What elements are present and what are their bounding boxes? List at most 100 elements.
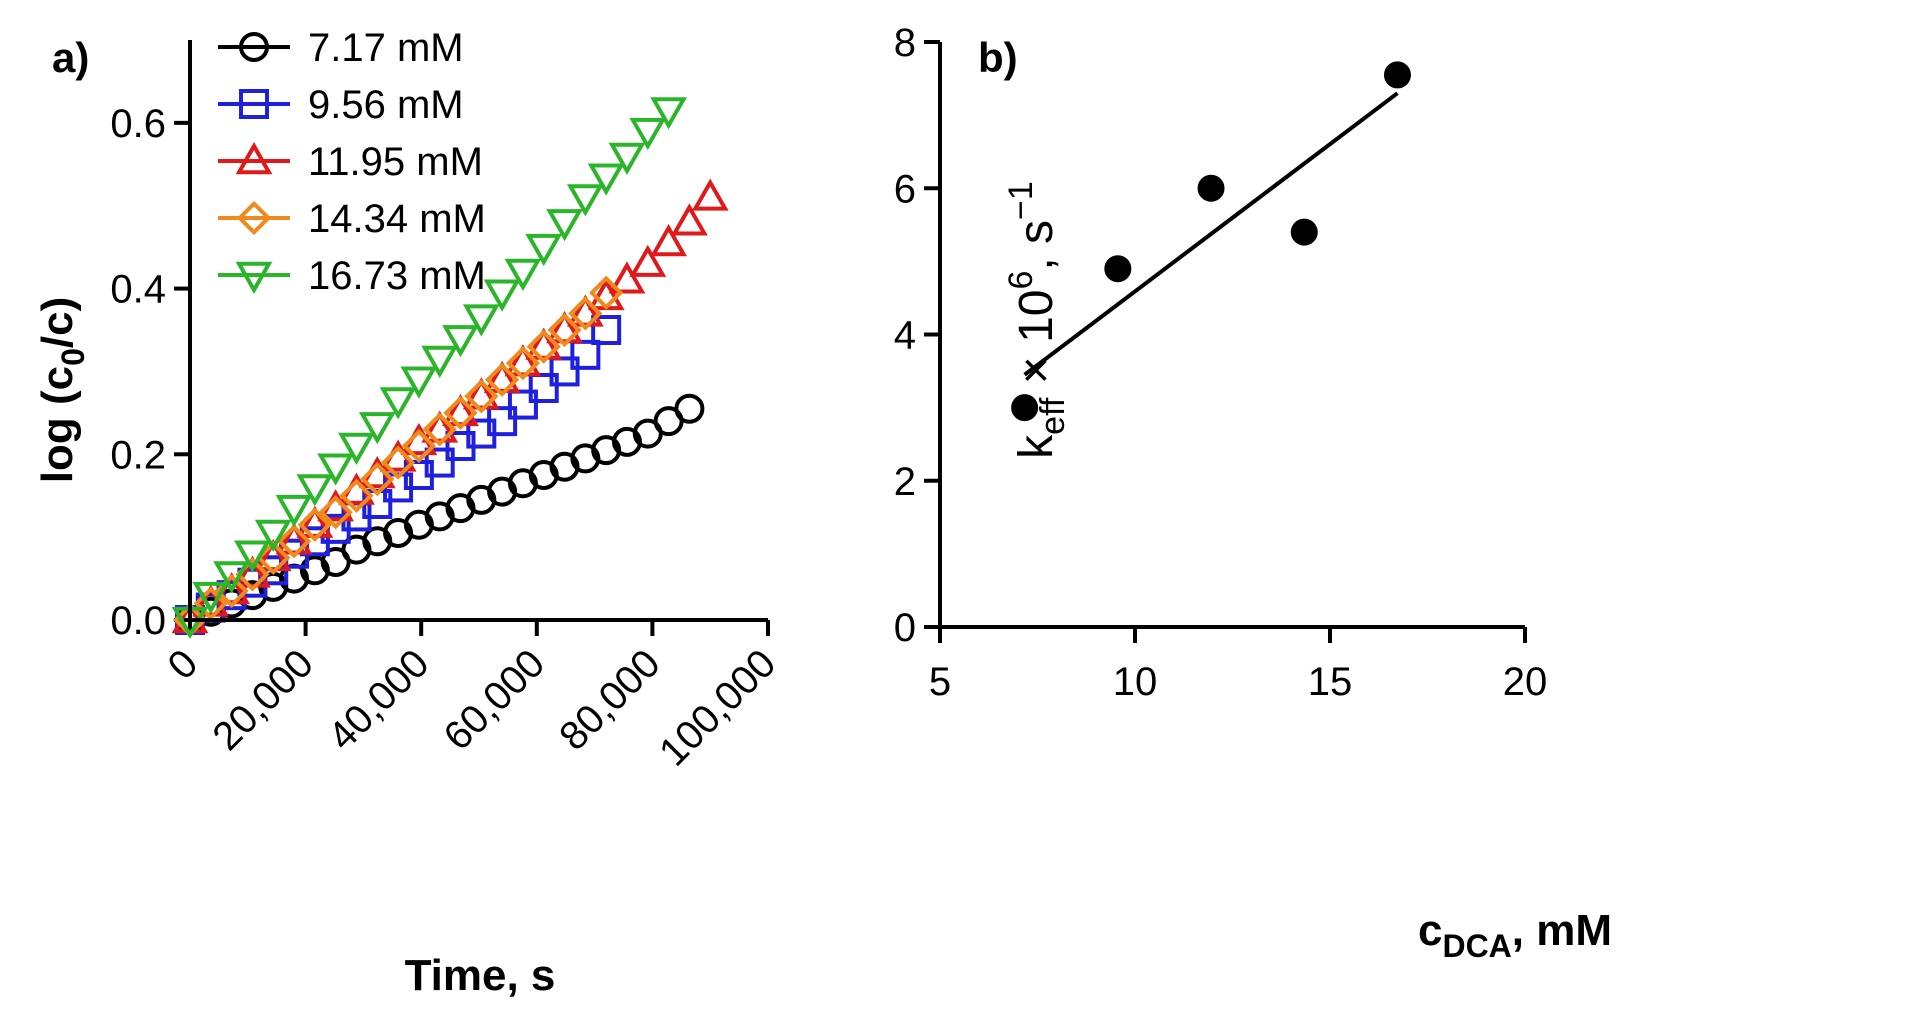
data-point (234, 540, 271, 573)
data-point (276, 524, 312, 559)
data-point (254, 538, 292, 572)
data-point (213, 561, 251, 594)
legend-marker (236, 200, 272, 236)
data-point (234, 555, 271, 588)
legend-marker (235, 142, 273, 175)
legend-marker (235, 261, 273, 294)
panel-b-y-tick-label: 8 (894, 21, 916, 65)
data-point (1290, 218, 1318, 246)
legend-label: 11.95 mM (308, 140, 483, 184)
panel-a-y-tick-label: 0.0 (110, 599, 166, 643)
data-point (547, 312, 582, 348)
data-point (608, 261, 646, 294)
legend-label: 7.17 mM (308, 26, 464, 70)
data-point (193, 586, 228, 621)
panel-b-y-tick-label: 0 (894, 606, 916, 650)
data-point (507, 389, 538, 420)
panel-b-y-title-sup2: −1 (1002, 181, 1040, 220)
data-point (464, 379, 499, 414)
data-point (192, 581, 230, 615)
data-point (421, 345, 459, 378)
panel-a-label: a) (52, 34, 89, 81)
data-point (214, 573, 249, 609)
panel-b-x-title-sub: DCA (1442, 928, 1511, 964)
legend-marker (239, 89, 269, 119)
data-point (505, 346, 541, 381)
panel-a-legend: 7.17 mM 9.56 mM 11.95 mM 14.34 mM 16.73 mM (218, 26, 486, 298)
data-point (421, 410, 459, 443)
legend-marker (239, 32, 269, 62)
data-point (570, 339, 601, 370)
data-point (525, 327, 563, 360)
panel-a-x-tick-label: 20,000 (204, 641, 322, 759)
data-point (400, 366, 438, 399)
data-point (483, 279, 521, 312)
panel-b-ticks: 0 2 4 6 8 5 10 15 20 (894, 21, 1548, 704)
panel-a-x-tick-label: 40,000 (320, 641, 438, 759)
data-point (546, 209, 583, 242)
panel-b-x-tick-label: 5 (929, 660, 951, 704)
data-point (629, 117, 667, 151)
panel-b-x-title-end: , mM (1512, 906, 1612, 955)
panel-b-y-title-sup: 6 (1002, 271, 1040, 290)
data-point (674, 393, 705, 424)
panel-b-y-title-sub: eff (1034, 397, 1072, 435)
data-point (462, 304, 500, 337)
data-point (566, 294, 604, 327)
panel-a-x-axis-title: Time, s (405, 951, 556, 1000)
panel-b-y-tick-label: 4 (894, 314, 916, 358)
data-point (275, 522, 313, 555)
panel-b-x-tick-label: 20 (1503, 660, 1548, 704)
data-point (587, 163, 625, 196)
data-point (380, 445, 416, 480)
panel-b-y-tick-label: 6 (894, 167, 916, 211)
panel-b-x-title-main: c (1418, 906, 1442, 955)
data-point (296, 505, 334, 538)
data-point (339, 478, 374, 513)
data-point (256, 540, 291, 575)
panel-b-data (1011, 61, 1411, 422)
data-point (1011, 394, 1039, 422)
data-point (650, 97, 687, 130)
panel-a-y-title-sub: 0 (55, 348, 91, 366)
data-point (566, 184, 604, 217)
data-point (442, 393, 479, 427)
panel-a-y-axis-title: log (c0/c) (33, 297, 91, 483)
data-point (297, 507, 332, 542)
data-point (504, 344, 542, 377)
data-point (650, 224, 687, 257)
panel-a-x-tick-label: 80,000 (551, 641, 669, 759)
data-point (589, 275, 624, 310)
legend-label: 16.73 mM (308, 254, 486, 298)
data-point (1383, 61, 1411, 89)
panel-b-x-tick-label: 10 (1113, 660, 1158, 704)
series-14_34-mM (172, 275, 624, 638)
data-point (487, 406, 518, 437)
data-point (358, 412, 396, 445)
data-point (422, 412, 457, 447)
data-point (254, 519, 292, 552)
data-point (443, 395, 478, 430)
data-point (275, 494, 313, 528)
data-point (462, 377, 500, 410)
data-point (1197, 174, 1225, 202)
panel-b-label: b) (978, 34, 1018, 81)
panel-b-y-axis-title: keff × 106, s−1 (1002, 181, 1072, 459)
legend-label: 14.34 mM (308, 197, 486, 241)
data-point (338, 432, 375, 465)
panel-b-x-axis-title: cDCA, mM (1418, 906, 1612, 964)
data-point (608, 142, 646, 175)
panel-a-y-title-end: /c) (33, 297, 82, 348)
data-point (360, 462, 395, 497)
panel-a-x-tick-label: 100,000 (651, 641, 784, 774)
data-point (591, 315, 622, 345)
data-point (546, 311, 583, 344)
data-point (379, 387, 417, 420)
panel-b-x-tick-label: 15 (1308, 660, 1353, 704)
data-point (670, 203, 708, 236)
panel-b-fit-line (1023, 91, 1399, 377)
panel-a-y-tick-label: 0.4 (110, 268, 166, 312)
data-point (401, 428, 437, 464)
